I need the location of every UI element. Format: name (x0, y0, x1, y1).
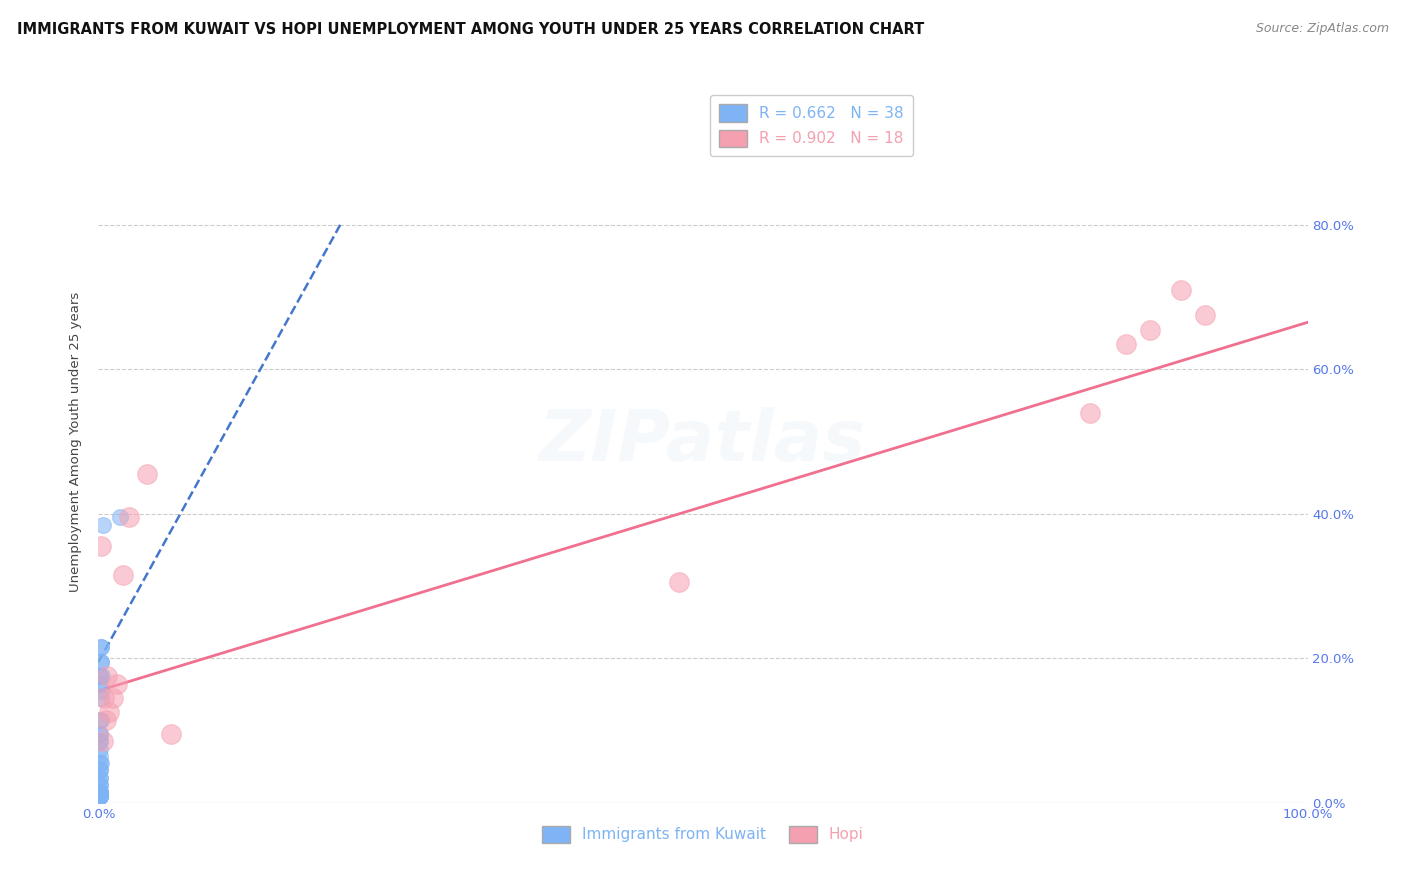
Point (89, 771, 111, 785)
Point (89, 741, 111, 756)
Point (89, 771, 111, 785)
Point (89, 789, 111, 803)
Point (89, 713, 111, 727)
Point (89, 764, 111, 778)
Point (91, 517, 114, 532)
Point (1139, 322, 1161, 336)
Point (1115, 337, 1137, 351)
Point (89, 669, 111, 683)
Text: ZIPatlas: ZIPatlas (540, 407, 866, 476)
Text: Source: ZipAtlas.com: Source: ZipAtlas.com (1256, 22, 1389, 36)
Point (93, 691, 115, 706)
Point (1078, 406, 1101, 420)
Text: IMMIGRANTS FROM KUWAIT VS HOPI UNEMPLOYMENT AMONG YOUTH UNDER 25 YEARS CORRELATI: IMMIGRANTS FROM KUWAIT VS HOPI UNEMPLOYM… (17, 22, 924, 37)
Point (90, 640, 112, 655)
Point (89, 785, 111, 799)
Point (135, 467, 157, 481)
Point (105, 676, 128, 690)
Point (94, 713, 117, 727)
Point (90, 655, 112, 669)
Point (90, 655, 112, 669)
Legend: Immigrants from Kuwait, Hopi: Immigrants from Kuwait, Hopi (536, 820, 870, 849)
Point (89, 676, 111, 690)
Point (89, 756, 111, 770)
Point (118, 510, 141, 524)
Y-axis label: Unemployment Among Youth under 25 years: Unemployment Among Youth under 25 years (69, 292, 83, 591)
Point (89, 789, 111, 803)
Point (89, 785, 111, 799)
Point (89, 734, 111, 748)
Point (89, 785, 111, 799)
Point (89, 789, 111, 803)
Point (90, 713, 112, 727)
Point (1170, 283, 1192, 297)
Point (90, 640, 112, 655)
Point (111, 568, 134, 582)
Point (96, 669, 118, 683)
Point (89, 789, 111, 803)
Point (89, 764, 111, 778)
Point (90, 691, 112, 706)
Point (108, 510, 131, 524)
Point (90, 539, 112, 553)
Point (89, 727, 111, 741)
Point (98, 706, 121, 720)
Point (89, 785, 111, 799)
Point (89, 778, 111, 792)
Point (91, 734, 114, 748)
Point (89, 748, 111, 763)
Point (89, 727, 111, 741)
Point (101, 691, 124, 706)
Point (89, 789, 111, 803)
Point (90, 683, 112, 698)
Point (160, 727, 183, 741)
Point (89, 669, 111, 683)
Point (91, 669, 114, 683)
Point (89, 778, 111, 792)
Point (1194, 308, 1216, 322)
Point (89, 789, 111, 803)
Point (89, 734, 111, 748)
Point (90, 756, 112, 770)
Point (668, 575, 690, 590)
